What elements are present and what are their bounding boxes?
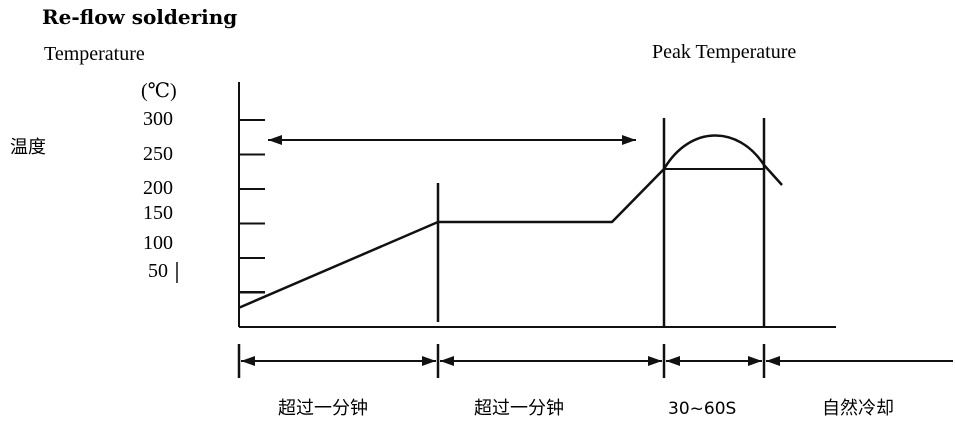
y-tick-label: 250 [143,143,173,165]
phase-label: 自然冷却 [822,398,894,419]
y-tick-label: 50 [148,260,168,282]
phase-label: 超过一分钟 [278,398,368,419]
y-axis-label-cn: 温度 [10,137,46,158]
peak-temperature-label: Peak Temperature [652,41,796,63]
y-tick-labels: 300 250 200 150 100 50 [143,108,173,282]
temperature-profile-line [238,134,783,309]
chart-title: Re-flow soldering [42,5,237,29]
y-axis-label: Temperature [44,43,145,65]
phase-label: 30~60S [668,399,736,419]
y-tick-label: 300 [143,108,173,130]
y-tick-label: 200 [143,177,173,199]
y-axis-unit: (℃) [141,80,177,102]
y-tick-label: 150 [143,202,173,224]
y-tick-label: 100 [143,232,173,254]
phase-label: 超过一分钟 [474,398,564,419]
y-tick-marks [239,119,265,294]
